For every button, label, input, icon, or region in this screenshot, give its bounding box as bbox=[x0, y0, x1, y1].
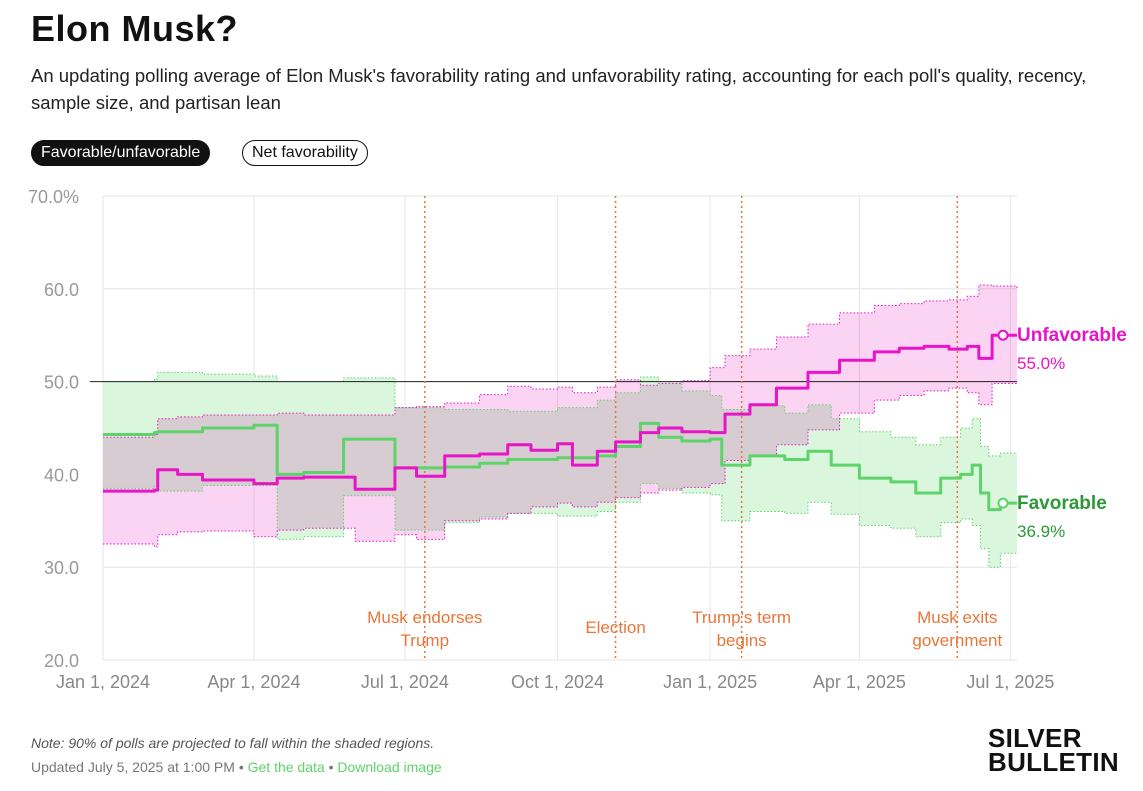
toggle-net-favorability[interactable]: Net favorability bbox=[242, 140, 368, 166]
band-lower-edge bbox=[103, 382, 1017, 548]
footnote: Note: 90% of polls are projected to fall… bbox=[31, 735, 435, 751]
y-tick-label: 50.0 bbox=[44, 373, 79, 393]
chart-title: Elon Musk? bbox=[31, 8, 239, 49]
logo-line-1: SILVER bbox=[988, 723, 1082, 753]
y-tick-label: 70.0% bbox=[28, 187, 79, 207]
band-upper-edge bbox=[103, 371, 1017, 457]
download-image-link[interactable]: Download image bbox=[337, 759, 442, 775]
favorable-series-label: Favorable bbox=[1017, 493, 1107, 514]
annotation-label: government bbox=[912, 631, 1002, 650]
annotation-label: Musk endorses bbox=[367, 608, 482, 627]
separator: • bbox=[328, 759, 334, 775]
x-tick-label: Jan 1, 2024 bbox=[56, 672, 150, 692]
updated-timestamp: Updated July 5, 2025 at 1:00 PM bbox=[31, 759, 235, 775]
silver-bulletin-logo: SILVER BULLETIN bbox=[988, 723, 1119, 777]
band-upper-edge bbox=[103, 284, 1018, 438]
annotation-label: Trump bbox=[401, 631, 450, 650]
y-tick-label: 40.0 bbox=[44, 465, 79, 485]
get-data-link[interactable]: Get the data bbox=[247, 759, 325, 775]
unfavorable-band bbox=[103, 285, 1017, 547]
favorability-chart: Musk endorses Trump Election Trump's term be… bbox=[28, 187, 1127, 692]
logo-line-2: BULLETIN bbox=[988, 747, 1119, 777]
annotation-label: Election bbox=[585, 618, 645, 637]
axis-labels: Unfavorable 55.0% Favorable 36.9% 70.0% 60.0 5… bbox=[28, 187, 1127, 692]
separator: • bbox=[238, 759, 244, 775]
toggle-favorable-unfavorable[interactable]: Favorable/unfavorable bbox=[31, 140, 211, 166]
x-tick-label: Jul 1, 2025 bbox=[966, 672, 1054, 692]
y-tick-label: 60.0 bbox=[44, 280, 79, 300]
unfavorable-line bbox=[103, 333, 1017, 493]
x-tick-label: Jul 1, 2024 bbox=[361, 672, 449, 692]
annotation-label: Trump's term bbox=[692, 608, 791, 627]
annotation-label: Musk exits bbox=[917, 608, 997, 627]
unfavorable-series-label: Unfavorable bbox=[1017, 325, 1127, 346]
x-tick-label: Apr 1, 2024 bbox=[207, 672, 300, 692]
series-lines bbox=[103, 329, 1017, 512]
favorable-end-marker bbox=[997, 497, 1009, 509]
y-tick-label: 30.0 bbox=[44, 558, 79, 578]
y-tick-label: 20.0 bbox=[44, 651, 79, 671]
uncertainty-bands bbox=[103, 284, 1018, 568]
unfavorable-end-marker bbox=[997, 329, 1009, 341]
chart-subtitle: An updating polling average of Elon Musk… bbox=[31, 65, 1087, 113]
event-annotations: Musk endorses Trump Election Trump's term be… bbox=[367, 196, 1002, 660]
update-line: Updated July 5, 2025 at 1:00 PM • Get th… bbox=[31, 759, 442, 775]
annotation-label: begins bbox=[717, 631, 767, 650]
x-tick-label: Apr 1, 2025 bbox=[813, 672, 906, 692]
favorable-end-value: 36.9% bbox=[1017, 522, 1065, 541]
x-tick-label: Oct 1, 2024 bbox=[511, 672, 604, 692]
unfavorable-end-value: 55.0% bbox=[1017, 354, 1065, 373]
favorable-line bbox=[103, 421, 1017, 512]
x-tick-label: Jan 1, 2025 bbox=[663, 672, 757, 692]
